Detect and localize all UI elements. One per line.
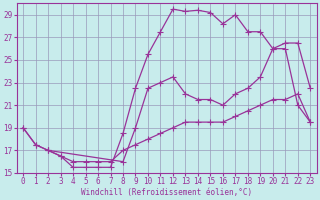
X-axis label: Windchill (Refroidissement éolien,°C): Windchill (Refroidissement éolien,°C) [81,188,252,197]
